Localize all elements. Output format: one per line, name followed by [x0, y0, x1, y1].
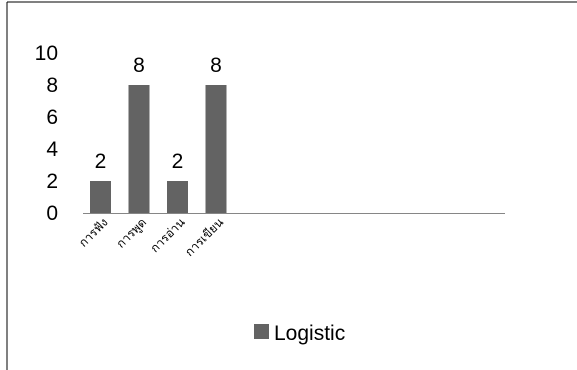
- y-tick-label: 0: [46, 202, 58, 225]
- y-axis-ticks: 0 2 4 6 8 10: [35, 42, 59, 225]
- x-tick-label: การพูด: [114, 215, 150, 251]
- data-label: 2: [172, 150, 184, 173]
- legend-label-logistic: Logistic: [274, 322, 345, 345]
- bar-2: [128, 85, 150, 213]
- y-tick-label: 6: [46, 106, 58, 129]
- bar-1: [90, 181, 111, 213]
- y-tick-label: 4: [46, 138, 58, 161]
- bars: [90, 85, 227, 213]
- x-tick-label: การเขียน: [182, 215, 226, 259]
- data-label: 8: [210, 54, 222, 77]
- data-label: 2: [95, 150, 107, 173]
- bar-3: [167, 181, 188, 213]
- legend: Logistic: [254, 322, 345, 345]
- bar-4: [205, 85, 227, 213]
- y-tick-label: 2: [46, 170, 58, 193]
- y-tick-label: 8: [46, 74, 58, 97]
- data-labels: 2 8 2 8: [95, 54, 222, 173]
- y-tick-label: 10: [35, 42, 58, 65]
- legend-swatch-logistic: [254, 324, 269, 339]
- x-tick-label: การฟัง: [76, 215, 111, 250]
- data-label: 8: [133, 54, 145, 77]
